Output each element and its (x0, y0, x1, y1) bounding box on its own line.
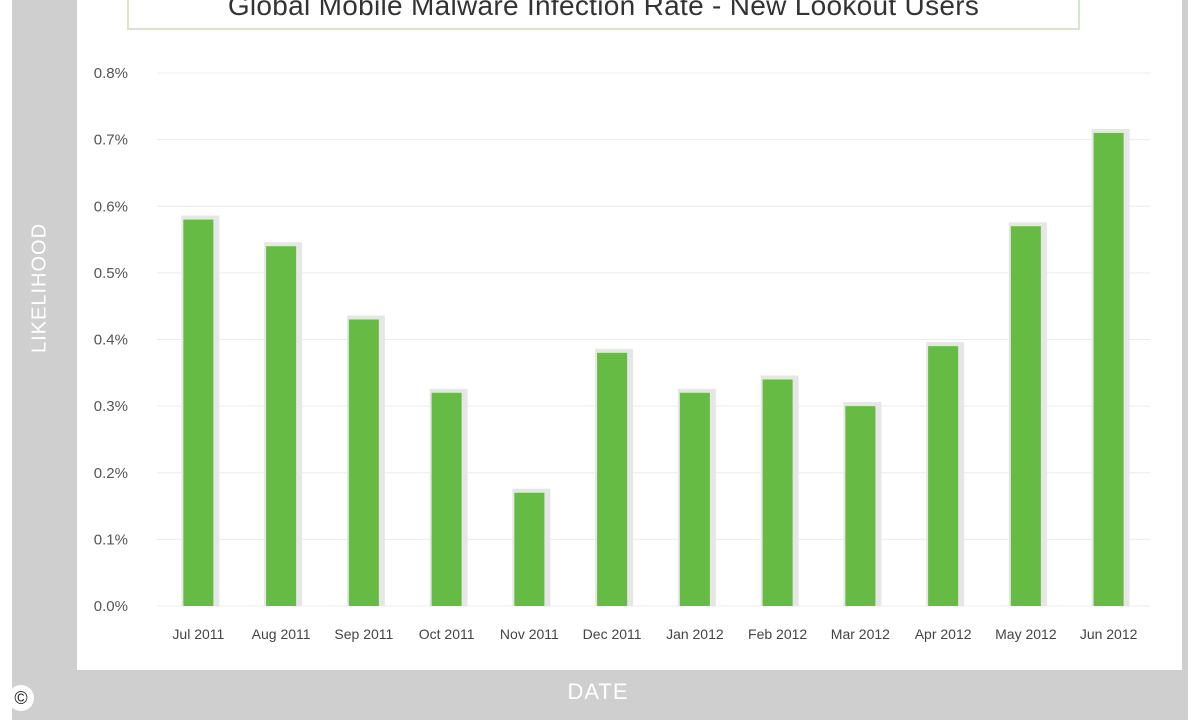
x-tick-label: Oct 2011 (419, 626, 475, 642)
x-tick-label: Jan 2012 (666, 626, 724, 642)
x-axis-label: DATE (567, 679, 629, 704)
y-tick-label: 0.4% (94, 332, 128, 349)
y-tick-label: 0.6% (94, 198, 128, 215)
y-tick-label: 0.0% (94, 598, 128, 615)
x-tick-label: Jun 2012 (1080, 626, 1138, 642)
y-axis-label: LIKELIHOOD (28, 222, 51, 354)
bar (679, 392, 710, 606)
bar (348, 319, 379, 606)
x-tick-label: Jul 2011 (172, 626, 224, 642)
y-tick-label: 0.1% (94, 531, 128, 548)
chart-title-box: Global Mobile Malware Infection Rate - N… (127, 0, 1080, 30)
bar (1093, 132, 1124, 606)
bar (928, 346, 959, 606)
x-tick-label: Nov 2011 (500, 626, 559, 642)
y-tick-label: 0.3% (94, 398, 128, 415)
y-tick-label: 0.2% (94, 465, 128, 482)
x-tick-label: Mar 2012 (831, 626, 890, 642)
x-tick-label: Sep 2011 (334, 626, 393, 642)
bar (1010, 226, 1041, 607)
x-tick-label: Feb 2012 (748, 626, 807, 642)
bar (266, 246, 297, 606)
bar (514, 492, 545, 606)
bar (431, 392, 462, 606)
copyright-icon: © (8, 685, 34, 711)
x-tick-label: Aug 2011 (252, 626, 311, 642)
x-tick-label: Apr 2012 (915, 626, 972, 642)
chart-title: Global Mobile Malware Infection Rate - N… (227, 0, 980, 21)
x-tick-label: May 2012 (995, 626, 1057, 642)
y-tick-label: 0.7% (94, 132, 128, 149)
y-tick-label: 0.5% (94, 265, 128, 282)
y-tick-label: 0.8% (94, 65, 128, 82)
x-tick-label: Dec 2011 (583, 626, 642, 642)
bar (845, 406, 876, 606)
bar (597, 352, 628, 606)
bar (183, 219, 214, 606)
bar (762, 379, 793, 606)
